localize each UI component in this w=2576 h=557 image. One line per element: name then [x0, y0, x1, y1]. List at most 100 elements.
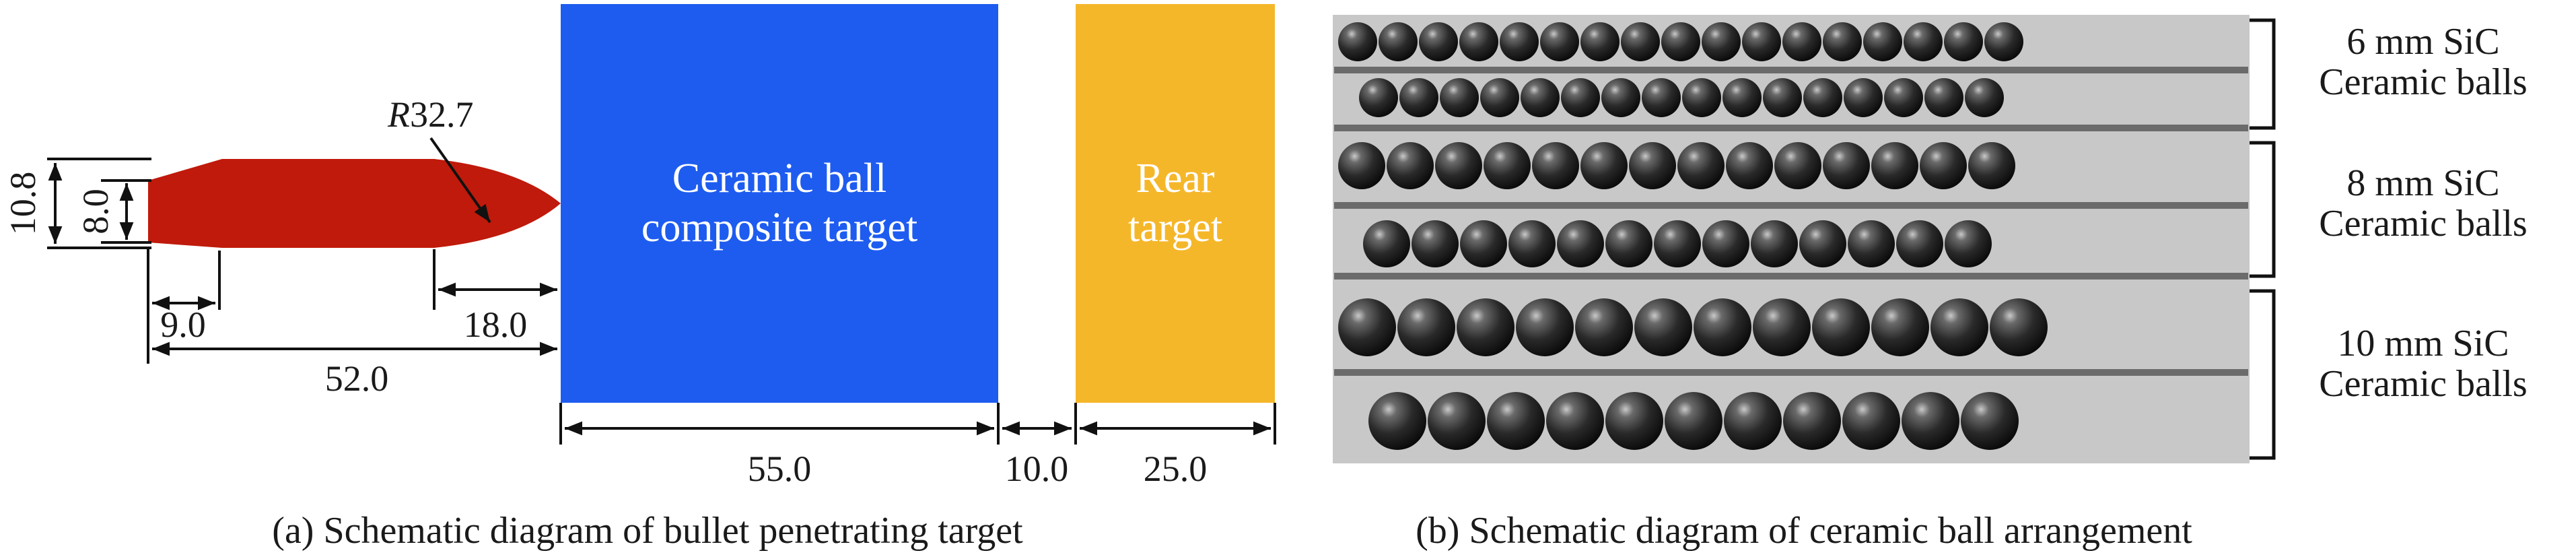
ceramic-ball — [1694, 298, 1751, 356]
ceramic-ball — [1742, 22, 1781, 61]
rear-target-label-line2: target — [1128, 205, 1222, 251]
row-divider — [1334, 202, 2248, 209]
ceramic-ball — [1605, 220, 1652, 267]
row-divider — [1334, 369, 2248, 376]
ceramic-ball — [1338, 298, 1396, 356]
ceramic-ball — [1968, 142, 2015, 189]
ceramic-ball — [1500, 22, 1539, 61]
ceramic-ball — [1605, 392, 1663, 450]
ceramic-ball — [1682, 78, 1721, 117]
rear-thickness-label: 25.0 — [1144, 449, 1208, 489]
ball-layer — [1334, 22, 2248, 450]
ceramic-ball — [1871, 298, 1929, 356]
total-length-label: 52.0 — [325, 358, 389, 399]
ceramic-ball — [1440, 78, 1479, 117]
composite-target-label-line1: Ceramic ball — [672, 156, 886, 201]
ceramic-ball — [1428, 392, 1486, 450]
ceramic-ball — [1751, 220, 1798, 267]
ceramic-ball — [1961, 392, 2019, 450]
ceramic-ball — [1863, 22, 1902, 61]
ceramic-ball — [1379, 22, 1418, 61]
ceramic-ball — [1753, 298, 1811, 356]
ceramic-ball — [1799, 220, 1846, 267]
ceramic-ball — [1457, 298, 1515, 356]
ceramic-ball — [1990, 298, 2048, 356]
ceramic-ball — [1722, 78, 1762, 117]
ceramic-ball — [1654, 220, 1701, 267]
radius-label: R32.7 — [387, 94, 474, 135]
ceramic-ball — [1557, 220, 1604, 267]
ceramic-ball — [1634, 298, 1692, 356]
nose-length-label: 18.0 — [464, 304, 528, 345]
rear-target-label-line1: Rear — [1136, 156, 1214, 201]
ceramic-ball — [1702, 22, 1741, 61]
row-divider — [1334, 125, 2248, 131]
inner-diameter-label: 8.0 — [75, 189, 116, 234]
ceramic-ball — [1920, 142, 1967, 189]
ceramic-ball — [1359, 78, 1398, 117]
ceramic-ball — [1487, 392, 1545, 450]
ceramic-ball — [1965, 78, 2004, 117]
ceramic-ball — [1884, 78, 1923, 117]
ceramic-ball — [1774, 142, 1821, 189]
ceramic-ball — [1363, 220, 1410, 267]
ceramic-ball — [1844, 78, 1883, 117]
ceramic-ball — [1508, 220, 1556, 267]
row-divider — [1334, 273, 2248, 280]
ceramic-ball — [1532, 142, 1579, 189]
bullet-diameter-dimensions — [47, 158, 151, 249]
composite-thickness-label: 55.0 — [748, 449, 812, 489]
target-thickness-dimensions — [559, 403, 1276, 445]
group-brackets — [2250, 18, 2276, 460]
ceramic-ball — [1601, 78, 1640, 117]
ceramic-ball — [1945, 220, 1992, 267]
radius-leader-line — [429, 137, 491, 224]
composite-target-label-line2: composite target — [641, 205, 917, 251]
ceramic-ball — [1924, 78, 1963, 117]
ceramic-ball — [1702, 220, 1749, 267]
panel-b-caption: (b) Schematic diagram of ceramic ball ar… — [1416, 510, 2192, 552]
bracket-10mm — [2250, 289, 2276, 460]
bullet-body — [148, 159, 561, 248]
ceramic-ball — [1642, 78, 1681, 117]
ceramic-ball — [1516, 298, 1574, 356]
bracket-6mm — [2250, 18, 2276, 130]
ceramic-ball — [1823, 142, 1870, 189]
ceramic-ball — [1665, 392, 1722, 450]
rear-target — [1076, 4, 1275, 403]
ceramic-ball — [1629, 142, 1676, 189]
ceramic-ball — [1575, 298, 1633, 356]
panel-a-caption: (a) Schematic diagram of bullet penetrat… — [272, 510, 1023, 552]
ceramic-ball — [1871, 142, 1918, 189]
ceramic-ball — [1480, 78, 1519, 117]
ceramic-ball — [1726, 142, 1773, 189]
ceramic-ball — [1561, 78, 1600, 117]
panel-a-bullet-diagram: 10.8 8.0 9.0 18.0 52.0 R32.7 Ceramic bal… — [3, 4, 1276, 552]
panel-b-ball-arrangement: 6 mm SiC Ceramic balls 8 mm SiC Ceramic … — [1333, 15, 2528, 552]
ceramic-ball — [1783, 392, 1841, 450]
ceramic-ball — [1387, 142, 1434, 189]
ceramic-ball — [1368, 392, 1426, 450]
ceramic-ball — [1803, 78, 1842, 117]
ceramic-ball — [1944, 22, 1983, 61]
bracket-8mm — [2250, 141, 2276, 278]
gap-thickness-label: 10.0 — [1005, 449, 1069, 489]
ceramic-ball — [1338, 22, 1377, 61]
ceramic-ball — [1902, 392, 1959, 450]
ceramic-ball — [1904, 22, 1943, 61]
ceramic-ball — [1460, 220, 1507, 267]
ceramic-ball — [1521, 78, 1560, 117]
ceramic-ball — [1459, 22, 1498, 61]
outer-diameter-label: 10.8 — [3, 172, 43, 236]
ceramic-ball — [1546, 392, 1604, 450]
composite-target — [561, 4, 998, 403]
ceramic-ball — [1419, 22, 1458, 61]
ceramic-ball — [1484, 142, 1531, 189]
tail-length-label: 9.0 — [160, 304, 206, 345]
ceramic-ball — [1399, 78, 1438, 117]
row-divider — [1334, 67, 2248, 73]
ceramic-ball — [1782, 22, 1821, 61]
ceramic-ball — [1763, 78, 1802, 117]
ceramic-ball — [1661, 22, 1700, 61]
